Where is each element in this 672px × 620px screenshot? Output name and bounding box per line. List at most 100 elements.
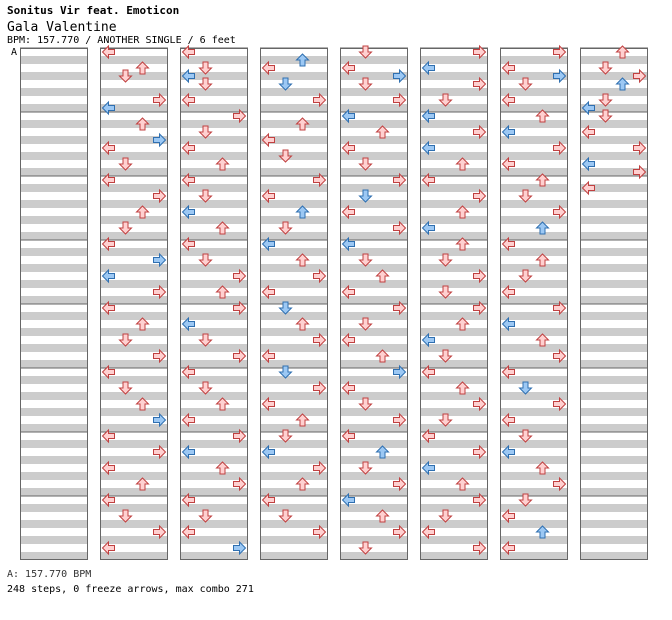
column-frame bbox=[580, 48, 648, 560]
left-arrow-icon bbox=[101, 540, 115, 556]
right-arrow-icon bbox=[233, 268, 247, 284]
right-arrow-icon bbox=[313, 524, 327, 540]
up-arrow-icon bbox=[215, 221, 230, 235]
beat-stripe bbox=[20, 440, 88, 448]
column-frame bbox=[340, 48, 408, 560]
up-arrow-icon bbox=[295, 413, 310, 427]
beat-stripe bbox=[420, 200, 488, 208]
beat-stripe bbox=[20, 360, 88, 368]
left-arrow-icon bbox=[421, 220, 435, 236]
beat-stripe bbox=[500, 264, 568, 272]
beat-stripe bbox=[500, 232, 568, 240]
right-arrow-icon bbox=[233, 300, 247, 316]
beat-stripe bbox=[340, 104, 408, 112]
down-arrow-icon bbox=[438, 93, 453, 107]
up-arrow-icon bbox=[615, 45, 630, 59]
right-arrow-icon bbox=[553, 204, 567, 220]
beat-stripe bbox=[180, 360, 248, 368]
down-arrow-icon bbox=[118, 157, 133, 171]
beat-stripe bbox=[340, 360, 408, 368]
left-arrow-icon bbox=[421, 60, 435, 76]
right-arrow-icon bbox=[313, 380, 327, 396]
down-arrow-icon bbox=[438, 509, 453, 523]
beat-stripe bbox=[580, 120, 648, 128]
beat-stripe bbox=[260, 88, 328, 96]
beat-stripe bbox=[260, 312, 328, 320]
left-arrow-icon bbox=[501, 508, 515, 524]
down-arrow-icon bbox=[198, 77, 213, 91]
beat-stripe bbox=[20, 328, 88, 336]
up-arrow-icon bbox=[455, 317, 470, 331]
left-arrow-icon bbox=[501, 412, 515, 428]
beat-stripe bbox=[420, 312, 488, 320]
down-arrow-icon bbox=[118, 333, 133, 347]
beat-stripe bbox=[100, 520, 168, 528]
beat-stripe bbox=[260, 552, 328, 560]
beat-stripe bbox=[20, 552, 88, 560]
chart-column bbox=[260, 47, 328, 560]
beat-stripe bbox=[420, 296, 488, 304]
beat-stripe bbox=[20, 520, 88, 528]
beat-stripe bbox=[180, 56, 248, 64]
right-arrow-icon bbox=[473, 268, 487, 284]
beat-stripe bbox=[20, 344, 88, 352]
step-stats: 248 steps, 0 freeze arrows, max combo 27… bbox=[7, 584, 254, 595]
song-title: Gala Valentine bbox=[7, 20, 117, 35]
beat-stripe bbox=[340, 248, 408, 256]
up-arrow-icon bbox=[295, 317, 310, 331]
beat-stripe bbox=[100, 184, 168, 192]
beat-stripe bbox=[500, 456, 568, 464]
right-arrow-icon bbox=[473, 76, 487, 92]
beat-stripe bbox=[260, 360, 328, 368]
beat-stripe bbox=[340, 296, 408, 304]
beat-stripe bbox=[340, 472, 408, 480]
beat-stripe bbox=[580, 216, 648, 224]
right-arrow-icon bbox=[393, 172, 407, 188]
beat-stripe bbox=[340, 200, 408, 208]
down-arrow-icon bbox=[198, 253, 213, 267]
beat-stripe bbox=[100, 296, 168, 304]
beat-stripe bbox=[20, 280, 88, 288]
beat-stripe bbox=[20, 168, 88, 176]
left-arrow-icon bbox=[581, 156, 595, 172]
beat-stripe bbox=[340, 328, 408, 336]
up-arrow-icon bbox=[135, 477, 150, 491]
left-arrow-icon bbox=[101, 492, 115, 508]
beat-stripe bbox=[260, 168, 328, 176]
right-arrow-icon bbox=[233, 348, 247, 364]
left-arrow-icon bbox=[181, 412, 195, 428]
beat-stripe bbox=[340, 72, 408, 80]
beat-stripe bbox=[420, 456, 488, 464]
up-arrow-icon bbox=[135, 117, 150, 131]
left-arrow-icon bbox=[101, 460, 115, 476]
left-arrow-icon bbox=[501, 364, 515, 380]
beat-stripe bbox=[420, 168, 488, 176]
beat-stripe bbox=[180, 88, 248, 96]
beat-stripe bbox=[100, 440, 168, 448]
beat-stripe bbox=[180, 344, 248, 352]
beat-stripe bbox=[20, 136, 88, 144]
right-arrow-icon bbox=[153, 348, 167, 364]
beat-stripe bbox=[580, 360, 648, 368]
up-arrow-icon bbox=[135, 317, 150, 331]
up-arrow-icon bbox=[135, 205, 150, 219]
beat-stripe bbox=[500, 424, 568, 432]
beat-stripe bbox=[20, 56, 88, 64]
beat-stripe bbox=[580, 72, 648, 80]
beat-stripe bbox=[260, 392, 328, 400]
beat-stripe bbox=[340, 120, 408, 128]
left-arrow-icon bbox=[501, 60, 515, 76]
left-arrow-icon bbox=[501, 316, 515, 332]
up-arrow-icon bbox=[455, 237, 470, 251]
beat-stripe bbox=[580, 328, 648, 336]
down-arrow-icon bbox=[358, 541, 373, 555]
up-arrow-icon bbox=[375, 269, 390, 283]
right-arrow-icon bbox=[473, 444, 487, 460]
beat-stripe bbox=[500, 104, 568, 112]
down-arrow-icon bbox=[598, 61, 613, 75]
beat-stripe bbox=[180, 72, 248, 80]
beat-stripe bbox=[500, 168, 568, 176]
beat-stripe bbox=[580, 136, 648, 144]
down-arrow-icon bbox=[358, 461, 373, 475]
beat-stripe bbox=[20, 264, 88, 272]
